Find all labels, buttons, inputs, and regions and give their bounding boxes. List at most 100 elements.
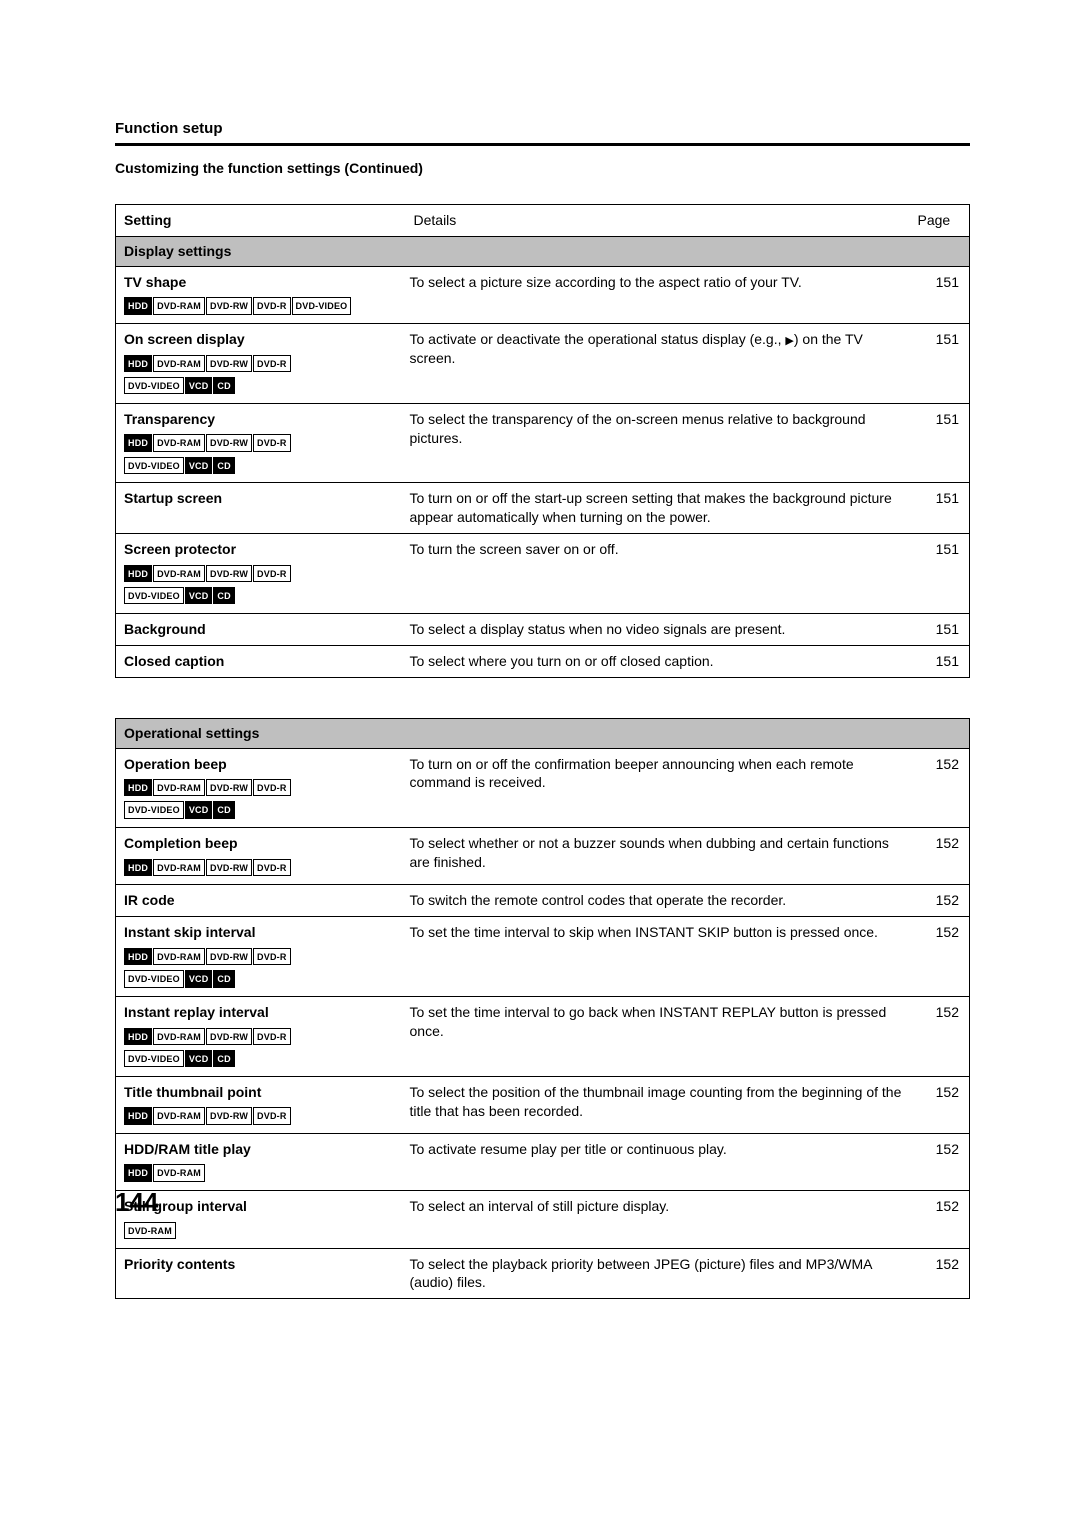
setting-details: To turn on or off the start-up screen se… <box>406 483 910 534</box>
badge-dvdrw: DVD-RW <box>206 779 252 796</box>
badge-dvdvideo: DVD-VIDEO <box>124 801 184 818</box>
setting-page: 151 <box>910 324 970 404</box>
badge-vcd: VCD <box>185 970 213 987</box>
section-header-row: Operational settings <box>116 718 970 748</box>
badge-dvdr: DVD-R <box>253 565 291 582</box>
table-row: Startup screenTo turn on or off the star… <box>116 483 970 534</box>
setting-details: To set the time interval to skip when IN… <box>406 917 910 997</box>
setting-page: 151 <box>910 645 970 677</box>
badge-cd: CD <box>213 457 234 474</box>
media-badges: HDDDVD-RAM <box>124 1162 398 1184</box>
badge-dvdram: DVD-RAM <box>153 565 205 582</box>
setting-name: Title thumbnail pointHDDDVD-RAMDVD-RWDVD… <box>116 1076 406 1133</box>
display-settings-table: Setting Details Page Display settingsTV … <box>115 204 970 678</box>
badge-hdd: HDD <box>124 355 152 372</box>
setting-name: Still group intervalDVD-RAM <box>116 1191 406 1248</box>
badge-dvdram: DVD-RAM <box>153 948 205 965</box>
table-row: Instant skip intervalHDDDVD-RAMDVD-RWDVD… <box>116 917 970 997</box>
table-row: HDD/RAM title playHDDDVD-RAMTo activate … <box>116 1134 970 1191</box>
table-row: Completion beepHDDDVD-RAMDVD-RWDVD-RTo s… <box>116 828 970 885</box>
setting-name: On screen displayHDDDVD-RAMDVD-RWDVD-RDV… <box>116 324 406 404</box>
table-row: TV shapeHDDDVD-RAMDVD-RWDVD-RDVD-VIDEOTo… <box>116 266 970 323</box>
table-row: Instant replay intervalHDDDVD-RAMDVD-RWD… <box>116 997 970 1077</box>
badge-dvdrw: DVD-RW <box>206 565 252 582</box>
setting-page: 152 <box>910 748 970 828</box>
setting-details: To select where you turn on or off close… <box>406 645 910 677</box>
setting-details: To select an interval of still picture d… <box>406 1191 910 1248</box>
media-badges: DVD-RAM <box>124 1219 398 1241</box>
setting-page: 152 <box>910 828 970 885</box>
badge-cd: CD <box>213 377 234 394</box>
page-content: Function setup Customizing the function … <box>0 0 1080 1299</box>
badge-dvdr: DVD-R <box>253 779 291 796</box>
setting-name: Operation beepHDDDVD-RAMDVD-RWDVD-RDVD-V… <box>116 748 406 828</box>
badge-dvdrw: DVD-RW <box>206 434 252 451</box>
media-badges: HDDDVD-RAMDVD-RWDVD-RDVD-VIDEO <box>124 295 398 317</box>
badge-vcd: VCD <box>185 1050 213 1067</box>
setting-name: Closed caption <box>116 645 406 677</box>
badge-vcd: VCD <box>185 587 213 604</box>
section-header: Operational settings <box>116 718 970 748</box>
setting-page: 152 <box>910 885 970 917</box>
setting-details: To select the playback priority between … <box>406 1248 910 1299</box>
operational-settings-table: Operational settingsOperation beepHDDDVD… <box>115 718 970 1300</box>
setting-name: Instant replay intervalHDDDVD-RAMDVD-RWD… <box>116 997 406 1077</box>
badge-dvdr: DVD-R <box>253 859 291 876</box>
badge-dvdvideo: DVD-VIDEO <box>124 457 184 474</box>
table-row: On screen displayHDDDVD-RAMDVD-RWDVD-RDV… <box>116 324 970 404</box>
setting-details: To switch the remote control codes that … <box>406 885 910 917</box>
badge-dvdrw: DVD-RW <box>206 948 252 965</box>
badge-hdd: HDD <box>124 779 152 796</box>
table-row: Closed captionTo select where you turn o… <box>116 645 970 677</box>
badge-dvdrw: DVD-RW <box>206 859 252 876</box>
media-badges: HDDDVD-RAMDVD-RWDVD-RDVD-VIDEOVCDCD <box>124 1025 398 1070</box>
badge-cd: CD <box>213 970 234 987</box>
setting-page: 152 <box>910 1076 970 1133</box>
badge-dvdr: DVD-R <box>253 1028 291 1045</box>
media-badges: HDDDVD-RAMDVD-RWDVD-RDVD-VIDEOVCDCD <box>124 432 398 477</box>
media-badges: HDDDVD-RAMDVD-RWDVD-RDVD-VIDEOVCDCD <box>124 562 398 607</box>
setting-page: 151 <box>910 534 970 614</box>
setting-details: To select whether or not a buzzer sounds… <box>406 828 910 885</box>
badge-hdd: HDD <box>124 565 152 582</box>
setting-page: 151 <box>910 483 970 534</box>
table-row: Priority contentsTo select the playback … <box>116 1248 970 1299</box>
media-badges: HDDDVD-RAMDVD-RWDVD-RDVD-VIDEOVCDCD <box>124 776 398 821</box>
setting-name: Screen protectorHDDDVD-RAMDVD-RWDVD-RDVD… <box>116 534 406 614</box>
setting-details: To activate resume play per title or con… <box>406 1134 910 1191</box>
badge-dvdram: DVD-RAM <box>124 1222 176 1239</box>
badge-vcd: VCD <box>185 457 213 474</box>
table-row: BackgroundTo select a display status whe… <box>116 613 970 645</box>
col-details: Details <box>406 205 910 237</box>
badge-dvdram: DVD-RAM <box>153 1164 205 1181</box>
setting-name: HDD/RAM title playHDDDVD-RAM <box>116 1134 406 1191</box>
badge-hdd: HDD <box>124 1028 152 1045</box>
play-icon: ▶ <box>785 334 793 349</box>
badge-dvdrw: DVD-RW <box>206 355 252 372</box>
badge-dvdvideo: DVD-VIDEO <box>124 1050 184 1067</box>
badge-dvdram: DVD-RAM <box>153 1028 205 1045</box>
setting-page: 151 <box>910 266 970 323</box>
setting-page: 152 <box>910 1134 970 1191</box>
setting-details: To turn on or off the confirmation beepe… <box>406 748 910 828</box>
badge-hdd: HDD <box>124 1164 152 1181</box>
table-row: IR codeTo switch the remote control code… <box>116 885 970 917</box>
badge-hdd: HDD <box>124 297 152 314</box>
badge-dvdvideo: DVD-VIDEO <box>292 297 352 314</box>
badge-dvdram: DVD-RAM <box>153 297 205 314</box>
table-header-row: Setting Details Page <box>116 205 970 237</box>
setting-name: Startup screen <box>116 483 406 534</box>
setting-page: 152 <box>910 997 970 1077</box>
badge-dvdram: DVD-RAM <box>153 1107 205 1124</box>
media-badges: HDDDVD-RAMDVD-RWDVD-R <box>124 1105 398 1127</box>
badge-hdd: HDD <box>124 948 152 965</box>
setting-page: 152 <box>910 917 970 997</box>
badge-dvdrw: DVD-RW <box>206 297 252 314</box>
setting-details: To activate or deactivate the operationa… <box>406 324 910 404</box>
badge-dvdram: DVD-RAM <box>153 859 205 876</box>
media-badges: HDDDVD-RAMDVD-RWDVD-RDVD-VIDEOVCDCD <box>124 352 398 397</box>
badge-hdd: HDD <box>124 434 152 451</box>
setting-name: TV shapeHDDDVD-RAMDVD-RWDVD-RDVD-VIDEO <box>116 266 406 323</box>
section-title: Function setup <box>115 120 970 137</box>
table-row: TransparencyHDDDVD-RAMDVD-RWDVD-RDVD-VID… <box>116 403 970 483</box>
